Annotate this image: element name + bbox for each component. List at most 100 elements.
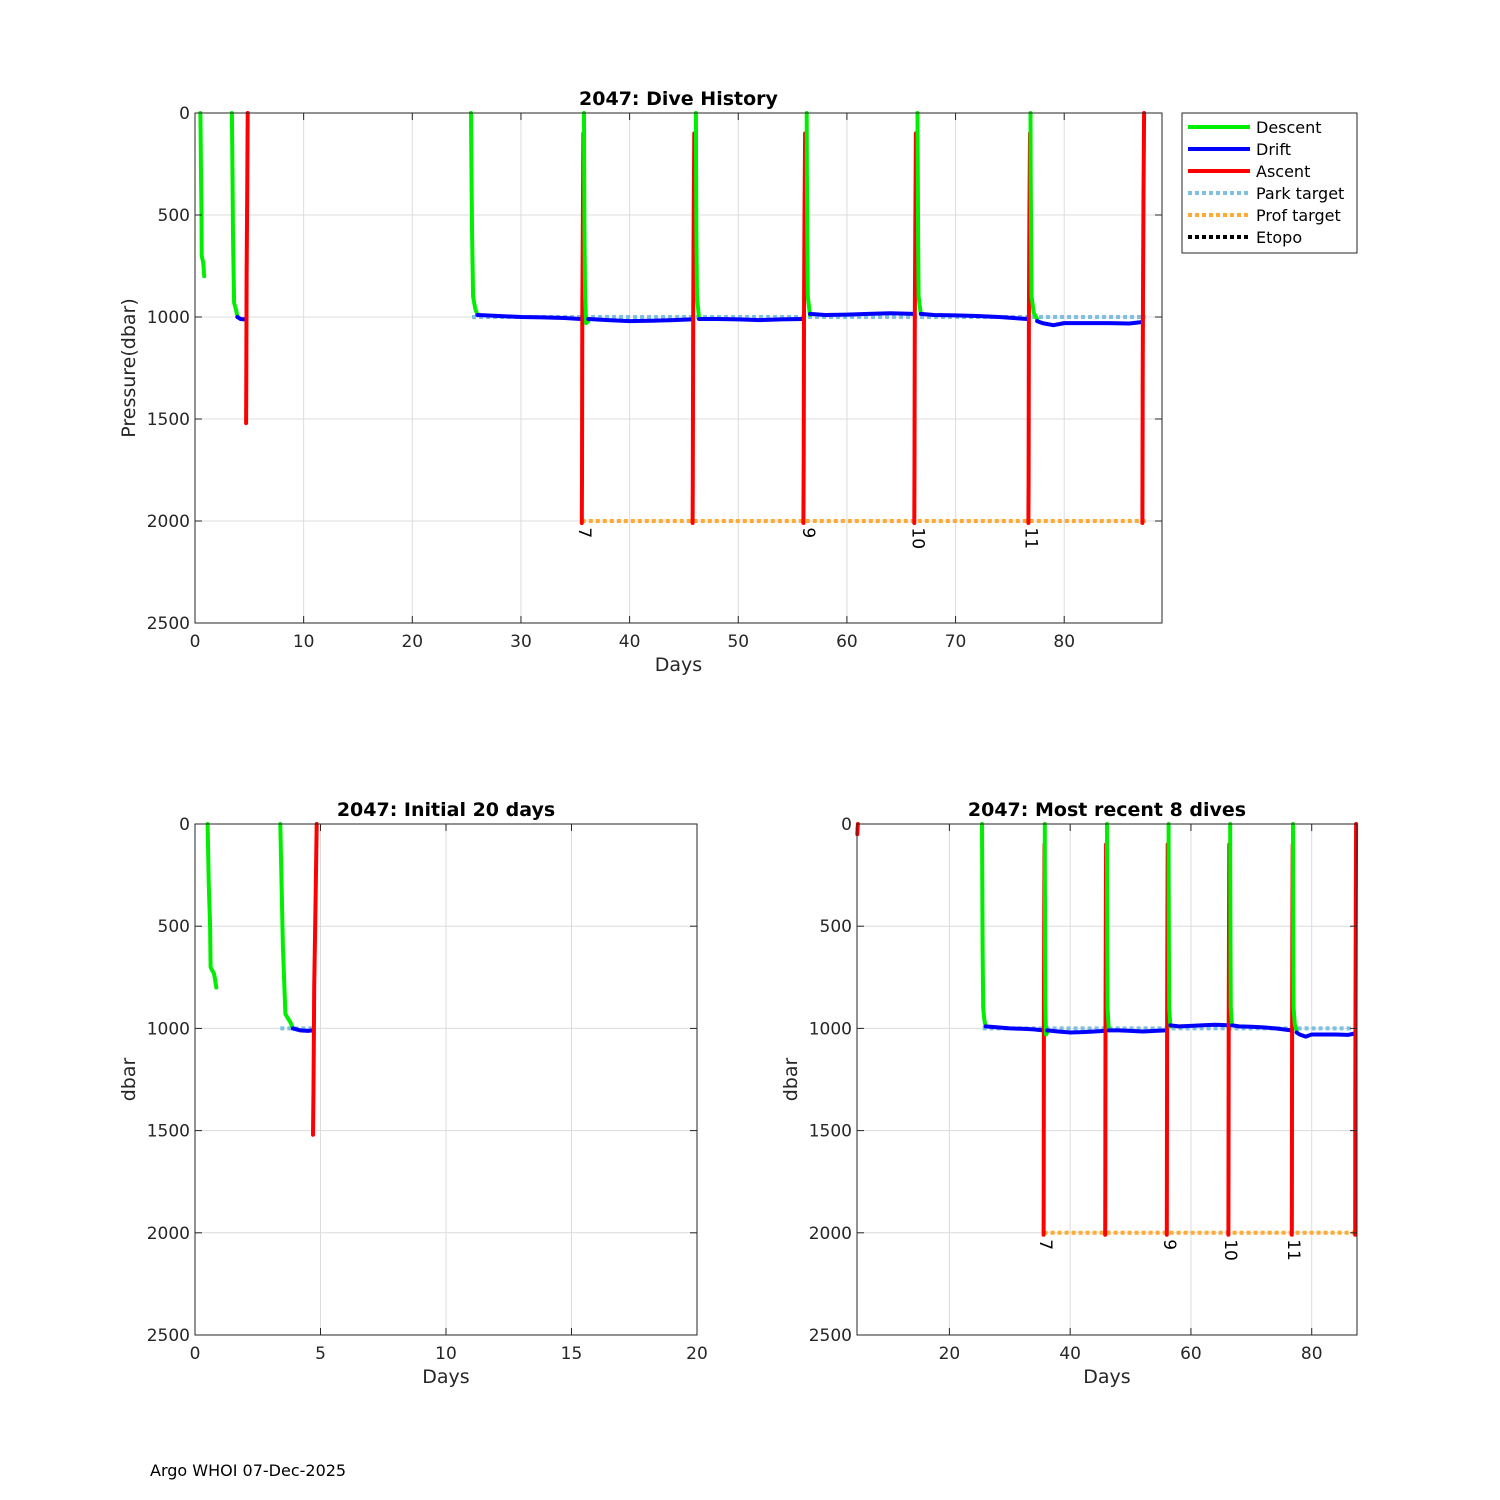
- series-drift-line: [983, 1024, 1045, 1033]
- series-descent-line: [1028, 111, 1040, 321]
- dive-number-label: 7: [1035, 1239, 1055, 1250]
- series-drift-line: [1045, 1028, 1107, 1035]
- x-tick-label: 40: [619, 632, 641, 652]
- series-ascent-line: [690, 131, 697, 525]
- dive-number-label: 9: [798, 527, 818, 538]
- series-drift-line: [918, 311, 1030, 321]
- dive-number-label: 9: [1159, 1239, 1179, 1250]
- legend-label-drift: Drift: [1256, 140, 1291, 159]
- y-tick-label: 2000: [809, 1224, 852, 1244]
- y-tick-label: 1000: [147, 1019, 190, 1039]
- y-tick-label: 0: [179, 815, 190, 835]
- x-tick-label: 80: [1301, 1344, 1323, 1364]
- series-descent-line: [980, 822, 988, 1029]
- series-ascent-line: [244, 111, 250, 426]
- dive-number-label: 7: [574, 527, 594, 538]
- dive-number-label: 10: [908, 527, 928, 549]
- series-ascent-line: [311, 822, 319, 1137]
- x-tick-label: 50: [727, 632, 749, 652]
- x-tick-label: 10: [293, 632, 315, 652]
- series-drift-line: [1230, 1023, 1294, 1033]
- legend-label-descent: Descent: [1256, 118, 1322, 137]
- y-axis-label: Pressure(dbar): [118, 298, 140, 438]
- x-tick-label: 10: [435, 1344, 457, 1364]
- y-tick-label: 1500: [147, 410, 190, 430]
- series-descent-line: [693, 111, 702, 321]
- series-descent-line: [915, 111, 923, 316]
- series-descent-line: [469, 111, 480, 317]
- series-descent-line: [1042, 822, 1050, 1037]
- dive-number-label: 11: [1283, 1239, 1303, 1261]
- legend-label-park-target: Park target: [1256, 184, 1344, 203]
- series-ascent-line: [912, 131, 918, 525]
- series-drift-line: [1168, 1022, 1230, 1029]
- y-tick-label: 500: [158, 206, 190, 226]
- chart-title: 2047: Most recent 8 dives: [968, 799, 1246, 821]
- series-descent-line: [205, 822, 219, 990]
- series-drift-line: [586, 317, 694, 324]
- dive-number-label: 10: [1220, 1239, 1240, 1261]
- x-axis-label: Days: [655, 654, 702, 676]
- series-descent-line: [1228, 822, 1234, 1028]
- series-ascent-line: [1353, 822, 1359, 1237]
- y-tick-label: 500: [820, 917, 852, 937]
- x-tick-label: 0: [190, 1344, 201, 1364]
- series-descent-line: [582, 111, 591, 326]
- y-tick-label: 500: [158, 917, 190, 937]
- series-descent-line: [1166, 822, 1173, 1029]
- series-drift-line: [808, 311, 916, 317]
- x-tick-label: 20: [401, 632, 423, 652]
- series-drift-line: [290, 1026, 315, 1033]
- x-axis-label: Days: [422, 1366, 469, 1388]
- y-tick-label: 2500: [147, 614, 190, 634]
- series-descent-line: [198, 111, 207, 279]
- series-drift-line: [1035, 319, 1144, 328]
- y-axis-label: dbar: [118, 1058, 140, 1102]
- legend-box: [1181, 112, 1358, 254]
- series-drift-line: [475, 313, 583, 321]
- x-tick-label: 70: [945, 632, 967, 652]
- chart-title: 2047: Dive History: [579, 88, 778, 110]
- y-tick-label: 2000: [147, 1224, 190, 1244]
- y-tick-label: 1500: [809, 1122, 852, 1142]
- x-tick-label: 20: [686, 1344, 708, 1364]
- x-tick-label: 40: [1059, 1344, 1081, 1364]
- series-descent-line: [229, 111, 240, 319]
- x-tick-label: 30: [510, 632, 532, 652]
- y-tick-label: 2000: [147, 512, 190, 532]
- dive-number-label: 11: [1021, 527, 1041, 549]
- x-tick-label: 60: [836, 632, 858, 652]
- footer-credit: Argo WHOI 07-Dec-2025: [150, 1461, 346, 1480]
- x-tick-label: 20: [939, 1344, 961, 1364]
- legend-label-prof-target: Prof target: [1256, 206, 1341, 225]
- series-descent-line: [1105, 822, 1111, 1033]
- x-tick-label: 15: [561, 1344, 583, 1364]
- y-tick-label: 2500: [147, 1326, 190, 1346]
- y-tick-label: 1000: [809, 1019, 852, 1039]
- y-tick-label: 1500: [147, 1122, 190, 1142]
- series-drift-line: [1106, 1028, 1169, 1034]
- y-tick-label: 1000: [147, 308, 190, 328]
- series-ascent-line: [1140, 111, 1147, 525]
- series-descent-line: [1291, 822, 1299, 1033]
- x-tick-label: 0: [190, 632, 201, 652]
- most-recent-dives-panel: 7 9 10 11 20 40 60 80 0 500 1000 1500 2000 2500 2047: …: [780, 799, 1359, 1388]
- x-tick-label: 5: [315, 1344, 326, 1364]
- x-axis-label: Days: [1083, 1366, 1130, 1388]
- chart-title: 2047: Initial 20 days: [337, 799, 555, 821]
- series-drift-line: [697, 317, 805, 323]
- y-tick-label: 0: [179, 104, 190, 124]
- series-descent-line: [278, 822, 295, 1031]
- y-tick-label: 0: [841, 815, 852, 835]
- series-drift-line: [1294, 1030, 1357, 1039]
- initial-20-days-panel: 0 5 10 15 20 0 500 1000 1500 2000 2500 2047: Initia…: [118, 799, 708, 1388]
- legend-label-etopo: Etopo: [1256, 228, 1302, 247]
- x-tick-label: 60: [1180, 1344, 1202, 1364]
- axes-frame: [194, 112, 1163, 624]
- legend: Descent Drift Ascent Park target Prof target…: [1181, 112, 1358, 254]
- y-tick-label: 2500: [809, 1326, 852, 1346]
- x-tick-label: 80: [1053, 632, 1075, 652]
- dive-history-panel: 7 9 10 11 0 10 20 30 40 50 60 70 80 0 500 1000 1500 2000 2…: [118, 88, 1163, 676]
- series-ascent-line: [801, 131, 808, 525]
